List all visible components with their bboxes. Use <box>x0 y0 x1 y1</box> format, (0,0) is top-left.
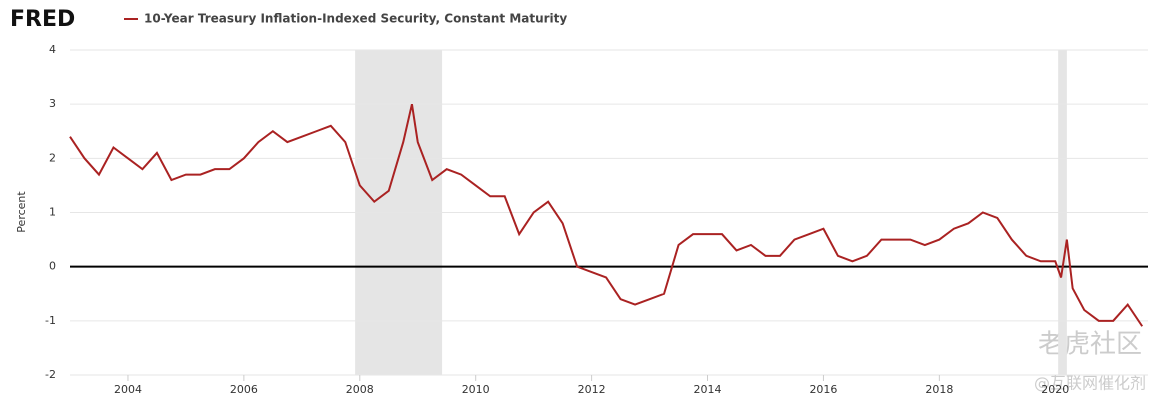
watermark: 老虎社区 <box>1038 330 1142 360</box>
x-tick-label: 2018 <box>925 383 953 396</box>
y-tick-label: -1 <box>45 314 56 327</box>
brand-logo: FRED <box>10 7 75 32</box>
x-tick-label: 2014 <box>694 383 722 396</box>
y-tick-label: 2 <box>49 151 56 164</box>
watermark: @互联网催化剂 <box>1034 374 1146 393</box>
x-tick-label: 2004 <box>114 383 142 396</box>
y-tick-label: 1 <box>49 206 56 219</box>
y-tick-label: 0 <box>49 260 56 273</box>
data-line <box>69 103 1144 327</box>
x-tick-label: 2020 <box>1041 383 1069 396</box>
y-tick-label: 3 <box>49 97 56 110</box>
y-tick-label: -2 <box>45 368 56 381</box>
x-tick-label: 2012 <box>578 383 606 396</box>
x-tick-label: 2016 <box>809 383 837 396</box>
y-axis-label: Percent <box>15 191 28 233</box>
x-tick-label: 2010 <box>462 383 490 396</box>
x-tick-label: 2006 <box>230 383 258 396</box>
chart-title: 10-Year Treasury Inflation-Indexed Secur… <box>144 12 567 26</box>
x-tick-label: 2008 <box>346 383 374 396</box>
y-tick-label: 4 <box>49 43 56 56</box>
